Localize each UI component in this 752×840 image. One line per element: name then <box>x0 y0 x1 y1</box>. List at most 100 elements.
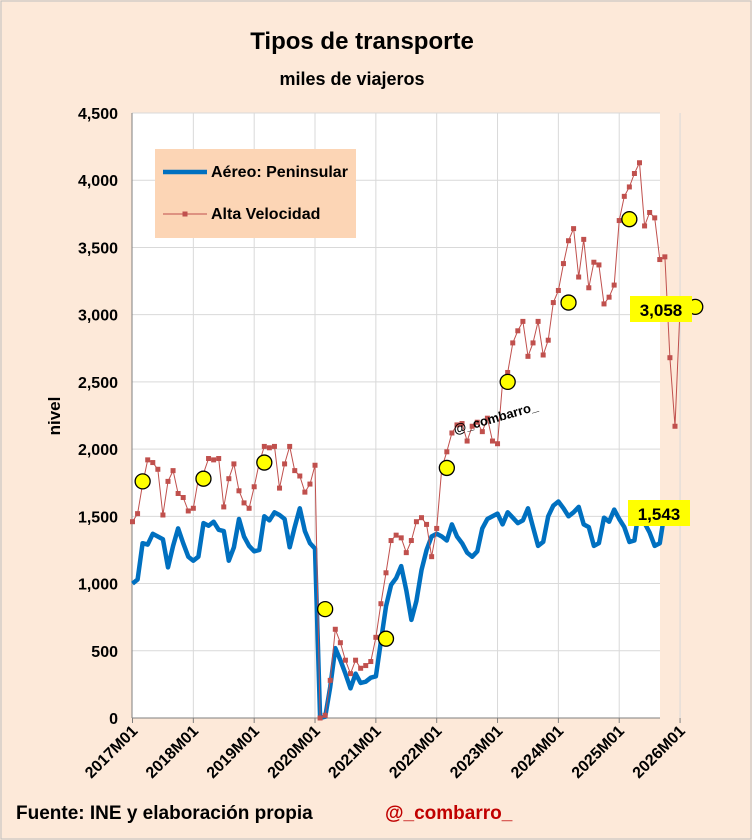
series-marker-alta-velocidad <box>586 285 592 291</box>
series-marker-alta-velocidad <box>657 257 663 263</box>
series-marker-alta-velocidad <box>358 665 364 671</box>
series-marker-alta-velocidad <box>459 421 465 427</box>
y-tick-label: 3,000 <box>78 308 118 325</box>
end-label-alta-velocidad-background <box>630 296 692 322</box>
chart-title: Tipos de transporte <box>250 28 474 55</box>
series-marker-alta-velocidad <box>363 663 369 669</box>
legend-label-aereo-peninsular: Aéreo: Peninsular <box>211 164 348 181</box>
series-marker-alta-velocidad <box>530 340 536 346</box>
series-marker-alta-velocidad <box>393 532 399 538</box>
series-marker-alta-velocidad <box>241 500 247 506</box>
series-marker-alta-velocidad <box>388 538 394 544</box>
series-marker-alta-velocidad <box>271 443 277 449</box>
series-marker-alta-velocidad <box>160 512 166 518</box>
y-tick-label: 1,000 <box>78 577 118 594</box>
y-axis-title: nivel <box>45 397 64 436</box>
highlight-marker <box>560 294 577 311</box>
legend-label-alta-velocidad: Alta Velocidad <box>211 206 320 223</box>
series-marker-alta-velocidad <box>479 429 485 435</box>
series-marker-alta-velocidad <box>408 538 414 544</box>
series-marker-alta-velocidad <box>266 445 272 451</box>
series-marker-alta-velocidad <box>317 715 323 721</box>
series-marker-alta-velocidad <box>616 218 622 224</box>
series-marker-alta-velocidad <box>165 478 171 484</box>
end-label-aereo-peninsular: 1,543 <box>638 505 681 524</box>
highlight-marker <box>195 470 212 487</box>
end-label-alta-velocidad: 3,058 <box>640 301 683 320</box>
series-marker-alta-velocidad <box>535 318 541 324</box>
series-marker-alta-velocidad <box>353 657 359 663</box>
y-tick-label: 4,000 <box>78 173 118 190</box>
series-marker-alta-velocidad <box>236 488 242 494</box>
series-marker-alta-velocidad <box>571 226 577 232</box>
series-marker-alta-velocidad <box>667 355 673 361</box>
highlight-marker <box>134 473 151 490</box>
series-marker-alta-velocidad <box>312 462 318 468</box>
y-tick-label: 3,500 <box>78 240 118 257</box>
series-marker-alta-velocidad <box>489 438 495 444</box>
series-marker-alta-velocidad <box>307 481 313 487</box>
y-tick-label: 0 <box>109 711 118 728</box>
series-marker-alta-velocidad <box>525 353 531 359</box>
chart-subtitle: miles de viajeros <box>279 69 424 89</box>
series-marker-alta-velocidad <box>226 476 232 482</box>
series-marker-alta-velocidad <box>515 328 521 334</box>
series-marker-alta-velocidad <box>135 511 141 517</box>
series-marker-alta-velocidad <box>429 554 435 560</box>
series-marker-alta-velocidad <box>555 287 561 293</box>
series-marker-alta-velocidad <box>175 490 181 496</box>
y-tick-label: 2,000 <box>78 442 118 459</box>
y-tick-label: 500 <box>91 644 118 661</box>
series-marker-alta-velocidad <box>566 238 572 244</box>
footer-source: Fuente: INE y elaboración propia <box>16 803 313 824</box>
highlight-marker <box>256 454 273 471</box>
series-marker-alta-velocidad <box>637 160 642 166</box>
series-marker-alta-velocidad <box>601 301 607 307</box>
series-marker-alta-velocidad <box>302 489 308 495</box>
series-marker-alta-velocidad <box>484 415 490 421</box>
series-marker-alta-velocidad <box>246 505 252 511</box>
series-marker-alta-velocidad <box>180 495 186 501</box>
series-marker-alta-velocidad <box>424 521 430 527</box>
series-marker-alta-velocidad <box>398 535 404 541</box>
series-marker-alta-velocidad <box>576 274 582 280</box>
series-marker-alta-velocidad <box>469 423 475 429</box>
highlight-marker <box>377 630 395 647</box>
series-marker-alta-velocidad <box>418 515 424 521</box>
series-marker-alta-velocidad <box>581 236 587 242</box>
series-marker-alta-velocidad <box>332 626 338 632</box>
series-marker-alta-velocidad <box>596 262 602 268</box>
series-marker-alta-velocidad <box>342 657 348 663</box>
series-marker-alta-velocidad <box>261 443 267 449</box>
series-marker-alta-velocidad <box>444 449 450 455</box>
series-marker-alta-velocidad <box>327 677 333 683</box>
series-marker-alta-velocidad <box>413 519 419 525</box>
series-marker-alta-velocidad <box>378 601 384 607</box>
series-marker-alta-velocidad <box>206 456 212 462</box>
legend-box <box>155 149 356 238</box>
series-marker-alta-velocidad <box>297 473 303 479</box>
series-marker-alta-velocidad <box>185 508 191 514</box>
series-marker-alta-velocidad <box>606 294 612 300</box>
highlight-marker <box>499 373 516 391</box>
series-marker-alta-velocidad <box>348 671 354 677</box>
series-marker-alta-velocidad <box>464 438 470 444</box>
series-marker-alta-velocidad <box>434 525 440 531</box>
series-marker-alta-velocidad <box>505 369 511 375</box>
series-marker-alta-velocidad <box>631 171 637 176</box>
series-marker-alta-velocidad <box>292 468 298 474</box>
series-marker-alta-velocidad <box>211 457 217 463</box>
series-marker-alta-velocidad <box>449 430 455 436</box>
series-marker-alta-velocidad <box>647 209 653 215</box>
series-marker-alta-velocidad <box>368 659 374 665</box>
series-marker-alta-velocidad <box>611 282 617 288</box>
plot-area: 0 500 1,000 1,500 2,000 2,500 3,000 3,500 4,000 4… <box>78 106 704 782</box>
series-marker-alta-velocidad <box>216 456 222 462</box>
legend: Aéreo: Peninsular Alta Velocidad <box>155 149 356 238</box>
y-tick-label: 2,500 <box>78 375 118 392</box>
series-marker-alta-velocidad <box>454 422 460 428</box>
series-marker-alta-velocidad <box>383 570 389 576</box>
series-marker-alta-velocidad <box>150 460 156 466</box>
series-marker-alta-velocidad <box>231 461 237 467</box>
series-line-aereo-peninsular <box>131 499 668 721</box>
